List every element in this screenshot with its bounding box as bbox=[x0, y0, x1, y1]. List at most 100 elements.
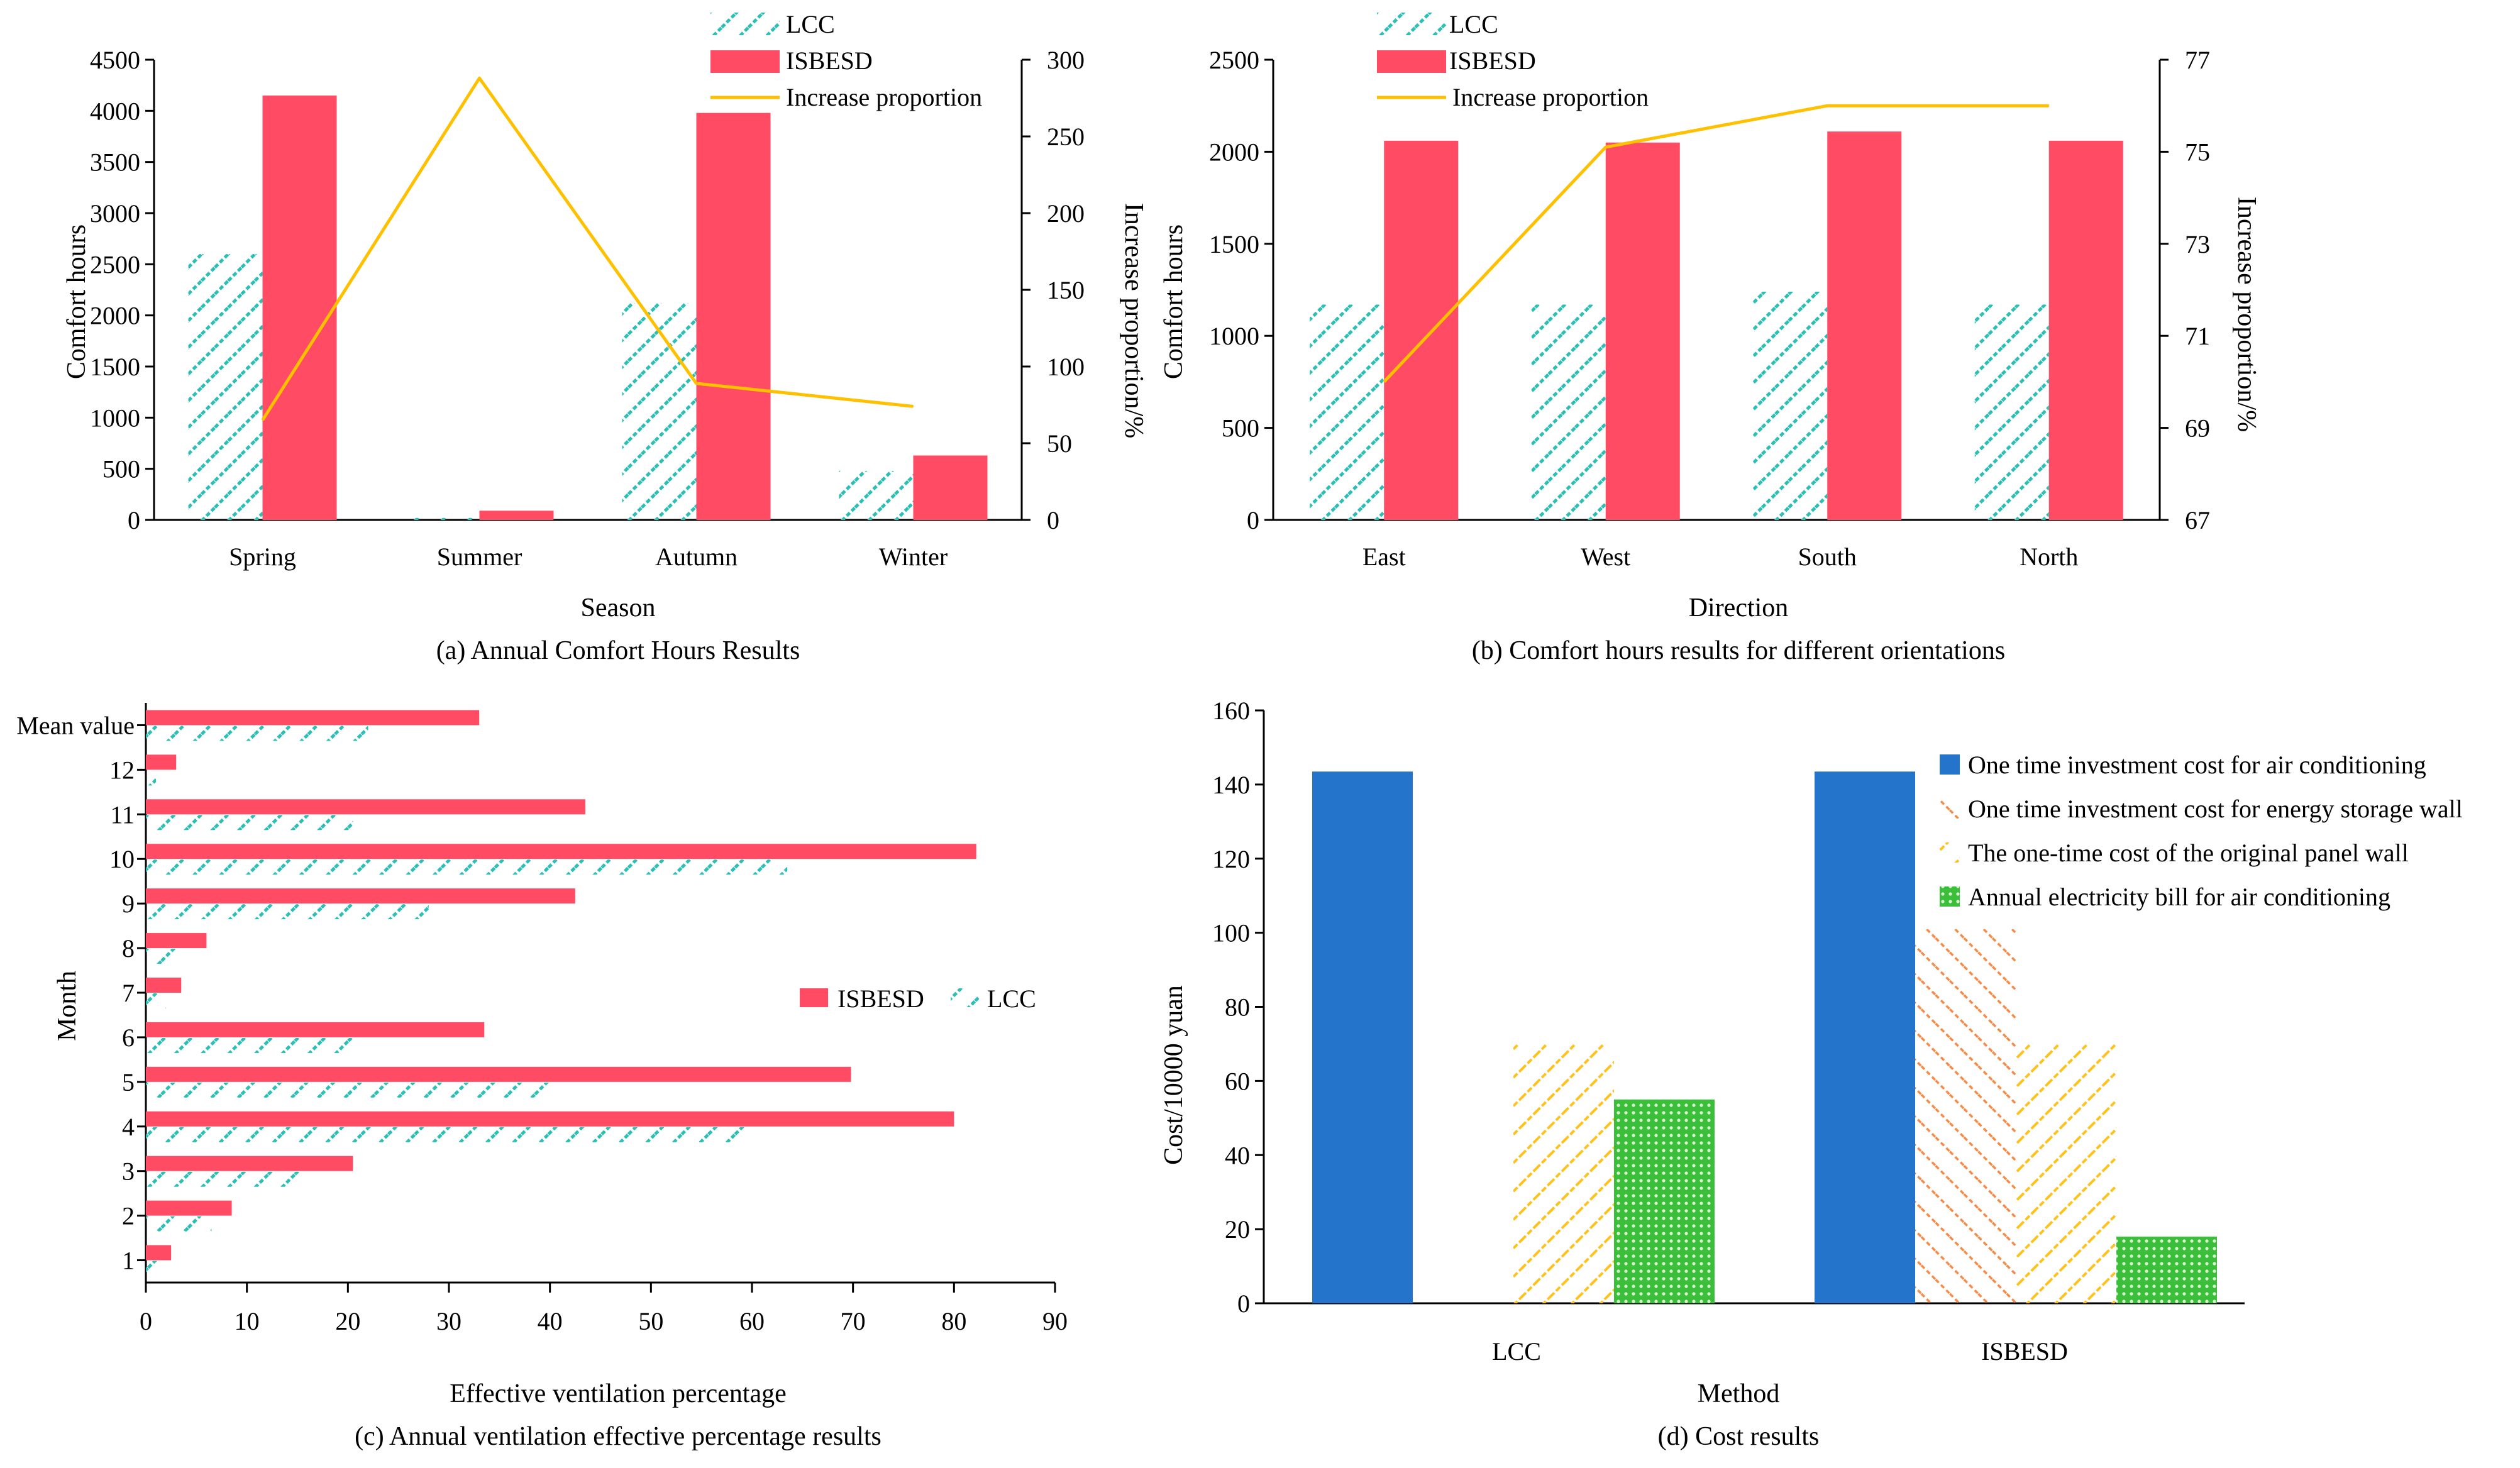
bar-isbesd bbox=[146, 799, 585, 815]
chart-d: 0 20 40 60 80 100 120 140 160 LCC ISBESD One time … bbox=[1159, 697, 2463, 1451]
y-tick-label: 1000 bbox=[1209, 322, 1259, 350]
x-tick-label: 20 bbox=[335, 1307, 360, 1335]
legend-label-aircon: One time investment cost for air conditi… bbox=[1968, 751, 2426, 779]
bar-lcc bbox=[146, 770, 157, 786]
chart-c-xlabel: Effective ventilation percentage bbox=[450, 1379, 787, 1408]
bar-lcc bbox=[839, 470, 914, 520]
chart-b-ylabel-right: Increase proportion/% bbox=[2232, 197, 2261, 432]
bar-isbesd bbox=[146, 1022, 485, 1037]
bar-isbesd bbox=[696, 113, 771, 520]
y-tick-label: 6 bbox=[122, 1024, 135, 1052]
y-tick-label: 500 bbox=[1222, 414, 1259, 443]
line-point bbox=[696, 383, 697, 384]
y-tick-label: 80 bbox=[1225, 993, 1250, 1022]
bar-lcc bbox=[146, 1216, 212, 1232]
y-tick-label: 2 bbox=[122, 1202, 135, 1230]
x-tick-label: ISBESD bbox=[1981, 1337, 2068, 1366]
line-point bbox=[262, 419, 263, 421]
y-tick-label: 3 bbox=[122, 1157, 135, 1186]
chart-a-xlabel: Season bbox=[581, 593, 656, 622]
chart-d-caption: (d) Cost results bbox=[1658, 1422, 1820, 1451]
legend-lcc-swatch bbox=[710, 13, 780, 35]
y-right-tick-label: 69 bbox=[2185, 414, 2210, 443]
chart-d-legend: One time investment cost for air conditi… bbox=[1940, 751, 2463, 911]
chart-a-ylabel: Comfort hours bbox=[62, 224, 91, 379]
x-tick-label: Autumn bbox=[655, 543, 738, 571]
x-tick-label: 40 bbox=[538, 1307, 563, 1335]
y-right-tick-label: 100 bbox=[1047, 353, 1085, 381]
y-right-tick-label: 71 bbox=[2185, 322, 2210, 350]
chart-b: 0 500 1000 1500 2000 2500 67 69 71 73 75 77 East West… bbox=[1159, 10, 2261, 665]
legend-swatch-panel-wall bbox=[1940, 842, 1960, 863]
legend-isbesd-label: ISBESD bbox=[786, 47, 873, 75]
y-tick-label: 4500 bbox=[90, 46, 140, 74]
x-tick-label: Winter bbox=[879, 543, 948, 571]
bar-lcc bbox=[146, 726, 368, 741]
bar-isbesd bbox=[146, 1156, 353, 1171]
bar-isbesd bbox=[146, 844, 976, 859]
bar-lcc bbox=[146, 949, 182, 964]
y-tick-label: 0 bbox=[1237, 1289, 1250, 1318]
y-tick-label: 12 bbox=[109, 756, 135, 784]
legend-isbesd-swatch bbox=[710, 50, 780, 73]
chart-d-ylabel: Cost/10000 yuan bbox=[1159, 985, 1188, 1165]
y-tick-label: 10 bbox=[109, 845, 135, 873]
y-tick-label: 4000 bbox=[90, 97, 140, 125]
bar-cost bbox=[1513, 1044, 1614, 1303]
y-right-tick-label: 150 bbox=[1047, 276, 1085, 304]
bar-lcc bbox=[146, 1261, 164, 1276]
bar-isbesd bbox=[146, 1200, 232, 1216]
x-tick-label: Summer bbox=[437, 543, 522, 571]
bar-isbesd bbox=[146, 710, 480, 726]
legend-lcc-label: LCC bbox=[1449, 10, 1498, 38]
x-tick-label: 0 bbox=[140, 1307, 152, 1335]
y-tick-label: 8 bbox=[122, 934, 135, 963]
y-tick-label: 2000 bbox=[1209, 138, 1259, 166]
bar-lcc bbox=[188, 254, 263, 520]
chart-b-xlabel: Direction bbox=[1689, 593, 1789, 622]
bar-isbesd bbox=[146, 933, 207, 949]
y-right-tick-label: 200 bbox=[1047, 199, 1085, 228]
y-right-tick-label: 250 bbox=[1047, 123, 1085, 151]
chart-c-legend: ISBESD LCC bbox=[800, 985, 1036, 1013]
y-tick-label: 5 bbox=[122, 1068, 135, 1096]
bar-lcc bbox=[1310, 304, 1384, 520]
y-tick-label: 100 bbox=[1212, 919, 1250, 947]
y-tick-label: 140 bbox=[1212, 771, 1250, 799]
bar-lcc bbox=[146, 859, 788, 875]
x-tick-label: 50 bbox=[638, 1307, 663, 1335]
bar-lcc bbox=[146, 1037, 353, 1053]
bar-lcc bbox=[146, 1171, 303, 1187]
legend-isbesd-swatch bbox=[800, 988, 828, 1007]
y-tick-label: 1 bbox=[122, 1247, 135, 1275]
bar-isbesd bbox=[262, 95, 337, 520]
bar-lcc bbox=[146, 993, 167, 1008]
bar-cost bbox=[1614, 1099, 1715, 1303]
x-tick-label: Spring bbox=[229, 543, 296, 571]
y-right-tick-label: 0 bbox=[1047, 506, 1059, 534]
y-tick-label: 0 bbox=[1247, 506, 1259, 534]
bar-cost bbox=[1915, 929, 2016, 1303]
bar-cost bbox=[2016, 1044, 2116, 1303]
legend-label-storage-wall: One time investment cost for energy stor… bbox=[1968, 795, 2463, 823]
bar-lcc bbox=[146, 904, 429, 920]
bar-isbesd bbox=[146, 978, 182, 993]
line-point bbox=[479, 77, 480, 79]
legend-isbesd-label: ISBESD bbox=[1449, 47, 1536, 75]
y-tick-label: 4 bbox=[122, 1113, 135, 1141]
y-tick-label: 9 bbox=[122, 890, 135, 918]
legend-label-panel-wall: The one-time cost of the original panel … bbox=[1968, 839, 2409, 867]
legend-lcc-label: LCC bbox=[987, 985, 1036, 1013]
y-tick-label: 2500 bbox=[1209, 46, 1259, 74]
chart-a-plot: 0 500 1000 1500 2000 2500 3000 3500 4000 4500 0 50 1… bbox=[90, 46, 1085, 571]
y-tick-label: 20 bbox=[1225, 1215, 1250, 1244]
bar-cost bbox=[2116, 1236, 2217, 1303]
chart-a: 0 500 1000 1500 2000 2500 3000 3500 4000 4500 0 50 1… bbox=[62, 10, 1148, 665]
bar-cost bbox=[1815, 771, 1915, 1303]
y-right-tick-label: 73 bbox=[2185, 230, 2210, 258]
legend-swatch-electricity bbox=[1940, 886, 1960, 907]
bar-isbesd bbox=[146, 1066, 851, 1082]
y-tick-label: 7 bbox=[122, 979, 135, 1007]
chart-d-plot: 0 20 40 60 80 100 120 140 160 LCC ISBESD bbox=[1212, 697, 2245, 1366]
